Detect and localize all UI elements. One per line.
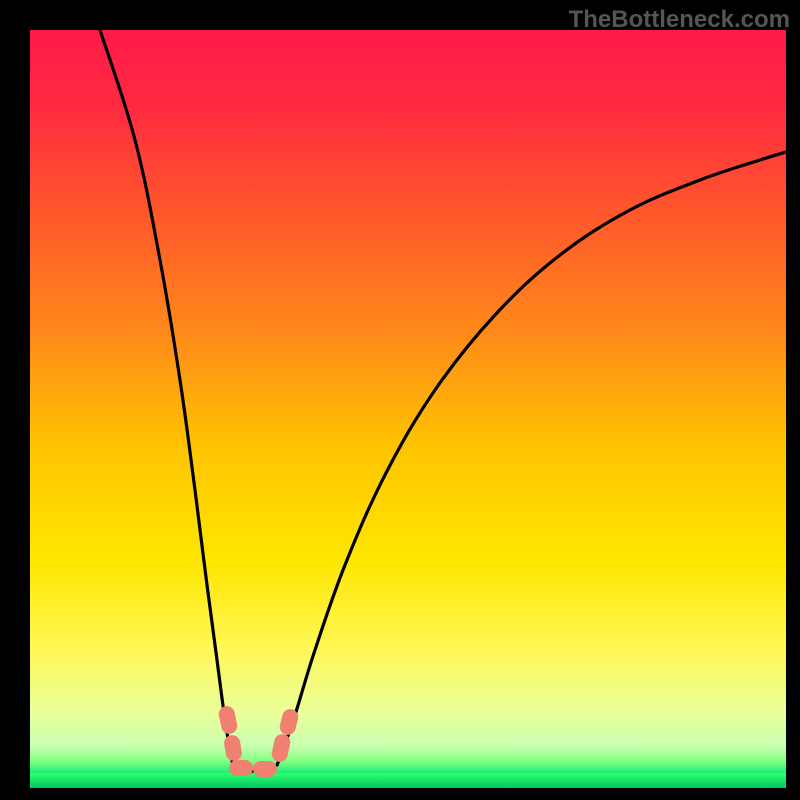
salmon-marker [217,705,238,736]
chart-curves-layer [0,0,800,800]
watermark-text: TheBottleneck.com [569,6,790,34]
curve-right-branch [277,152,786,765]
salmon-marker [223,734,243,762]
salmon-marker [253,761,277,777]
salmon-marker [229,760,253,776]
curve-left-branch [100,30,233,765]
salmon-marker [270,733,291,764]
